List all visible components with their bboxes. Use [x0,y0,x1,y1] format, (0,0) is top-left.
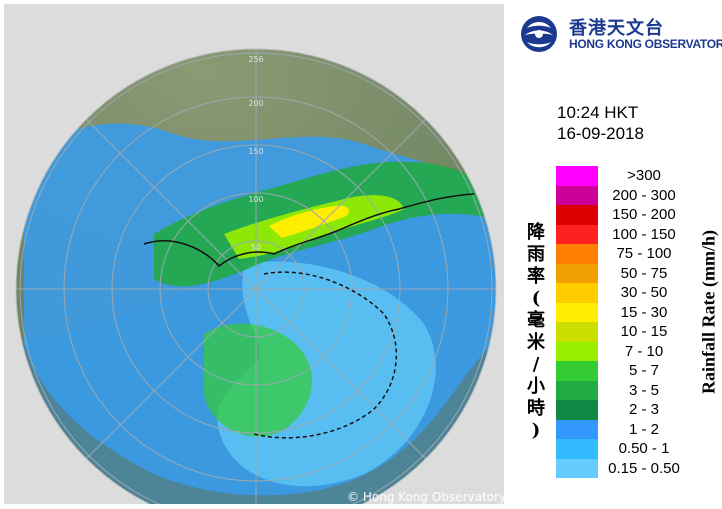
legend-title-char: 毫 [527,310,545,331]
legend-row: 200 - 300 [556,185,690,205]
coastline [143,193,475,268]
legend-title-char: 米 [527,332,545,353]
legend-title-char: ) [531,420,541,441]
ring-label: 50 [251,243,261,252]
legend-range-label: 2 - 3 [628,401,659,419]
legend-row: 15 - 30 [556,302,690,322]
range-ring-labels: 256 200 150 100 50 [248,55,263,252]
legend-swatch [556,302,598,322]
legend-range-label: 50 - 75 [620,264,668,282]
legend-row: 0.50 - 1 [556,439,690,459]
legend-range-label: 150 - 200 [612,206,676,224]
ring-label: 150 [248,147,263,156]
radar-range-edge [15,48,497,504]
legend-swatch [556,380,598,400]
legend-swatch [556,458,598,478]
observation-time: 10:24 HKT [557,103,639,122]
legend-row: 2 - 3 [556,400,690,420]
legend-swatch [556,166,598,186]
legend-row: 100 - 150 [556,224,690,244]
legend-row: 1 - 2 [556,419,690,439]
radar-map: 256 200 150 100 50 © Hong Kong Observato… [4,4,504,504]
observation-date: 16-09-2018 [557,124,644,143]
ring-label: 256 [248,55,263,64]
legend-title-char: 時 [527,398,545,419]
legend-title-char: / [532,354,540,375]
legend-range-label: 30 - 50 [620,284,668,302]
legend-swatch [556,283,598,303]
legend-range-label: 7 - 10 [624,342,664,360]
legend-range-label: 0.50 - 1 [618,440,670,458]
legend-swatch [556,439,598,459]
observatory-emblem-icon [521,16,557,52]
legend-row: 10 - 15 [556,322,690,342]
legend-row: 30 - 50 [556,283,690,303]
legend-title-char: 降 [527,222,545,243]
legend-swatch [556,400,598,420]
legend-swatch [556,244,598,264]
legend-swatch [556,361,598,381]
legend-range-label: 10 - 15 [620,323,668,341]
legend-row: 0.15 - 0.50 [556,458,690,478]
legend-range-label: 15 - 30 [620,303,668,321]
legend-swatch [556,263,598,283]
ring-label: 200 [248,99,263,108]
ring-label: 100 [248,195,263,204]
legend-range-label: 3 - 5 [628,381,659,399]
legend-swatch [556,322,598,342]
rain-spiral-inner [204,323,313,437]
legend-row: 7 - 10 [556,341,690,361]
legend-title-chinese: 降雨率(毫米 / 小時) [525,222,547,442]
coastline [253,271,397,439]
legend-range-label: 1 - 2 [628,420,659,438]
legend-row: 5 - 7 [556,361,690,381]
logo-english-name: HONG KONG OBSERVATORY [569,37,722,51]
legend-range-label: 75 - 100 [616,245,672,263]
legend-range-label: >300 [627,167,661,185]
range-rings [16,49,496,504]
legend-range-label: 200 - 300 [612,186,676,204]
legend-row: 150 - 200 [556,205,690,225]
legend-swatch [556,224,598,244]
logo-chinese-name: 香港天文台 [569,18,664,39]
legend-range-label: 0.15 - 0.50 [608,459,680,477]
legend-title-english: Rainfall Rate (mm/h) [698,230,719,394]
radar-image: 256 200 150 100 50 [4,4,504,504]
legend-swatch [556,341,598,361]
legend-swatch [556,185,598,205]
rainfall-legend: >300 200 - 300 150 - 200 100 - 150 75 - 100 5… [556,166,690,478]
legend-title-char: ( [531,288,541,309]
legend-row: 50 - 75 [556,263,690,283]
legend-row: 3 - 5 [556,380,690,400]
legend-range-label: 5 - 7 [628,362,659,380]
legend-row: 75 - 100 [556,244,690,264]
legend-swatch [556,419,598,439]
legend-range-label: 100 - 150 [612,225,676,243]
legend-title-char: 小 [527,376,545,397]
legend-title-char: 率 [527,266,545,287]
copyright-notice: © Hong Kong Observatory [347,490,504,504]
observatory-logo: 香港天文台 HONG KONG OBSERVATORY [517,14,722,54]
legend-swatch [556,205,598,225]
legend-title-char: 雨 [527,244,545,265]
rain-core [269,205,350,238]
legend-row: >300 [556,166,690,186]
